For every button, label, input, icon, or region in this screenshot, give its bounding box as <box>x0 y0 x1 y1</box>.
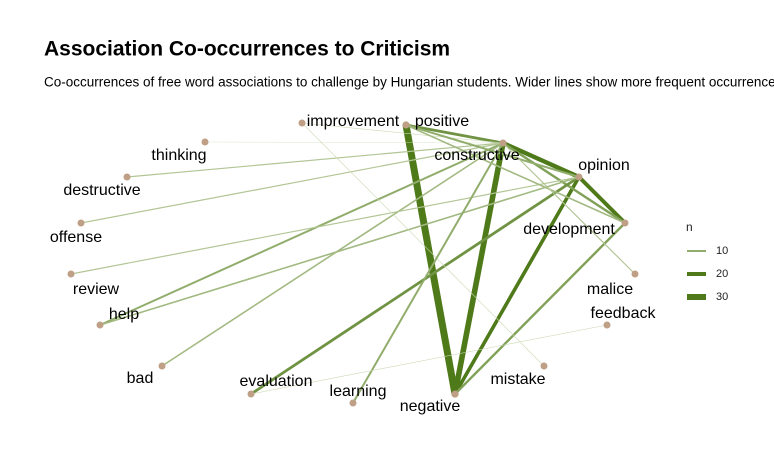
legend-label: 20 <box>716 268 728 280</box>
edge <box>501 141 627 225</box>
edge <box>405 124 626 224</box>
edge <box>80 142 504 224</box>
edges <box>70 121 636 404</box>
node-label: positive <box>415 113 469 130</box>
node-label: development <box>523 221 615 238</box>
node-dot <box>349 399 357 407</box>
node-label: offense <box>50 229 102 246</box>
node-label: learning <box>330 383 387 400</box>
edge <box>70 176 580 275</box>
title: Association Co-occurrences to Criticism <box>44 38 450 61</box>
node-dot <box>621 219 629 227</box>
node-label: evaluation <box>240 373 313 390</box>
edge <box>453 221 627 396</box>
node-label: review <box>73 281 120 298</box>
node-dot <box>499 139 507 147</box>
legend-label: 30 <box>716 291 728 303</box>
node-dot <box>201 138 209 146</box>
node-dot <box>631 270 639 278</box>
node-label: destructive <box>63 182 140 199</box>
node-dot <box>158 362 166 370</box>
node-dot <box>96 321 104 329</box>
node-dot <box>67 270 75 278</box>
node-dot <box>451 390 459 398</box>
node-dot <box>603 321 611 329</box>
edge <box>249 175 581 396</box>
node-label: help <box>109 306 139 323</box>
edge <box>453 175 581 396</box>
edge <box>500 140 582 180</box>
edge <box>250 324 608 395</box>
edge <box>405 124 580 178</box>
edge <box>301 122 545 367</box>
node-label: negative <box>400 398 461 415</box>
node-dot <box>123 173 131 181</box>
edge <box>204 141 504 144</box>
node-label: improvement <box>307 113 400 130</box>
node-dot <box>298 119 306 127</box>
nodes: improvement positive thinking constructive o… <box>50 113 657 415</box>
legend-title: n <box>686 220 693 234</box>
edge <box>126 142 504 178</box>
edge <box>452 140 506 397</box>
node-label: feedback <box>591 305 657 322</box>
node-label: malice <box>587 281 633 298</box>
node-label: mistake <box>490 371 545 388</box>
edge <box>404 123 505 145</box>
node-label: constructive <box>434 147 519 164</box>
node-label: thinking <box>151 147 206 164</box>
node-label: opinion <box>578 157 630 174</box>
edge <box>99 142 504 326</box>
node-dot <box>540 362 548 370</box>
subtitle: Co-occurrences of free word associations… <box>44 75 774 90</box>
node-label: bad <box>127 370 154 387</box>
node-dot <box>77 219 85 227</box>
edge <box>161 142 504 367</box>
node-dot <box>575 173 583 181</box>
edge <box>577 175 627 225</box>
edge <box>301 122 504 144</box>
edge <box>502 142 636 275</box>
edge <box>352 142 504 404</box>
node-dot <box>402 121 410 129</box>
edge <box>402 121 459 398</box>
node-dot <box>247 390 255 398</box>
legend-label: 10 <box>716 245 728 257</box>
legend: n 10 20 30 <box>686 220 728 303</box>
edge <box>99 176 580 326</box>
